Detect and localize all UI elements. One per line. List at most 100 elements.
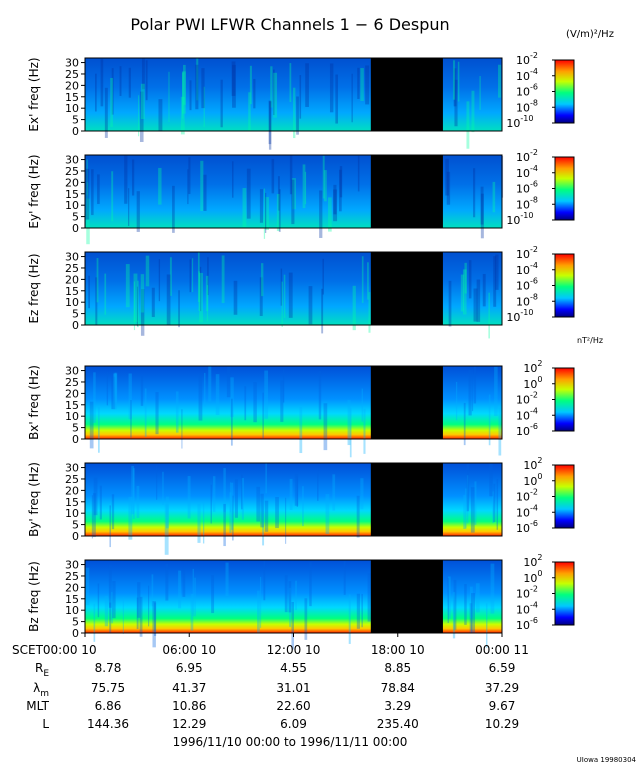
spectral-texture xyxy=(97,174,100,204)
colorbar-label: 10-6 xyxy=(516,277,538,293)
spectral-texture xyxy=(264,370,269,419)
y-tick-label: 5 xyxy=(72,114,79,127)
spectral-texture xyxy=(262,499,265,546)
spectral-texture xyxy=(119,66,122,97)
spectral-texture xyxy=(232,161,234,198)
spectral-texture xyxy=(158,167,162,205)
spectral-texture xyxy=(202,501,205,544)
spectral-texture xyxy=(495,254,499,290)
spectral-texture xyxy=(169,257,172,296)
spectral-texture xyxy=(104,273,107,315)
y-tick-label: 30 xyxy=(65,365,79,378)
colorbar-label: 10-6 xyxy=(516,519,538,535)
ephem-value: 6.09 xyxy=(280,717,307,731)
spectral-texture xyxy=(488,292,490,339)
spectral-texture xyxy=(447,577,449,624)
spectral-texture xyxy=(498,407,502,456)
colorbar-label: 10-4 xyxy=(516,406,538,422)
y-tick-label: 20 xyxy=(65,581,79,594)
spectral-texture xyxy=(460,274,465,312)
spectral-texture xyxy=(482,273,486,307)
spectral-texture xyxy=(220,79,223,128)
data-gap xyxy=(370,560,443,633)
spectral-texture xyxy=(128,496,133,540)
colorbar-scale xyxy=(554,59,575,124)
spectral-texture xyxy=(347,399,351,446)
spectral-texture xyxy=(196,58,199,101)
x-tick-label: 06:00 10 xyxy=(162,643,216,657)
y-tick-label: 25 xyxy=(65,262,79,275)
spectral-texture xyxy=(151,574,154,607)
spectral-texture xyxy=(122,596,124,634)
spectral-texture xyxy=(138,95,140,137)
spectral-texture xyxy=(158,259,161,302)
spectral-texture xyxy=(352,285,356,331)
spectral-texture xyxy=(86,159,88,196)
spectral-texture xyxy=(93,477,98,516)
spectral-texture xyxy=(230,398,233,446)
spectral-texture xyxy=(466,475,469,524)
y-tick-label: 0 xyxy=(72,319,79,332)
spectral-texture xyxy=(453,579,457,630)
panel-frame xyxy=(84,57,503,132)
spectral-texture xyxy=(246,168,251,219)
spectral-texture xyxy=(304,171,307,205)
panel-frame xyxy=(84,154,503,229)
y-tick-label: 20 xyxy=(65,273,79,286)
spectral-texture xyxy=(194,577,196,617)
y-tick-label: 25 xyxy=(65,165,79,178)
spectral-texture xyxy=(198,374,203,421)
spectral-texture xyxy=(137,582,141,618)
colorbar-label: 10-2 xyxy=(516,51,538,67)
colorbar-label: 10-8 xyxy=(516,98,538,114)
panel-ylabel: Bz freq (Hz) xyxy=(27,561,41,632)
spectral-texture xyxy=(164,503,169,555)
ephem-value: 9.67 xyxy=(489,699,516,713)
data-gap xyxy=(370,252,443,325)
spectral-texture xyxy=(111,68,114,115)
y-tick-label: 0 xyxy=(72,433,79,446)
spectral-texture xyxy=(104,87,108,138)
ephem-value: 8.85 xyxy=(384,661,411,675)
spectral-texture xyxy=(109,505,111,548)
spectral-texture xyxy=(111,494,115,530)
y-tick-label: 20 xyxy=(65,176,79,189)
ephem-value: 12.29 xyxy=(172,717,206,731)
spectral-texture xyxy=(110,77,113,127)
spectral-texture xyxy=(145,60,148,101)
spectral-texture xyxy=(199,266,202,312)
spectral-texture xyxy=(308,286,313,325)
spectral-texture xyxy=(230,377,234,418)
spectral-texture xyxy=(329,63,334,113)
spectral-texture xyxy=(168,71,170,123)
spectral-texture xyxy=(199,272,204,323)
spectral-texture xyxy=(93,603,96,642)
ephem-label: L xyxy=(42,717,49,731)
spectral-texture xyxy=(475,583,480,613)
spectral-texture xyxy=(91,169,94,216)
footer-credit: UIowa 19980304 xyxy=(577,756,637,764)
spectral-texture xyxy=(93,372,96,423)
spectral-texture xyxy=(178,570,182,609)
spectral-texture xyxy=(257,590,260,634)
spectral-texture xyxy=(492,181,496,213)
spectral-texture xyxy=(86,198,90,245)
spectral-texture xyxy=(288,272,293,318)
colorbar-label: 10-10 xyxy=(506,114,533,130)
spectral-texture xyxy=(302,164,306,209)
spectral-texture xyxy=(318,370,322,420)
spectral-texture xyxy=(212,476,216,512)
spectral-texture xyxy=(299,75,302,119)
y-tick-label: 30 xyxy=(65,559,79,572)
spectral-texture xyxy=(282,369,285,403)
spectral-texture xyxy=(323,170,327,202)
y-tick-label: 15 xyxy=(65,399,79,412)
ephem-value: 22.60 xyxy=(276,699,310,713)
spectral-texture xyxy=(305,63,309,107)
colorbar-label: 10-2 xyxy=(516,585,538,601)
spectral-texture xyxy=(104,596,109,627)
data-gap xyxy=(370,366,443,439)
